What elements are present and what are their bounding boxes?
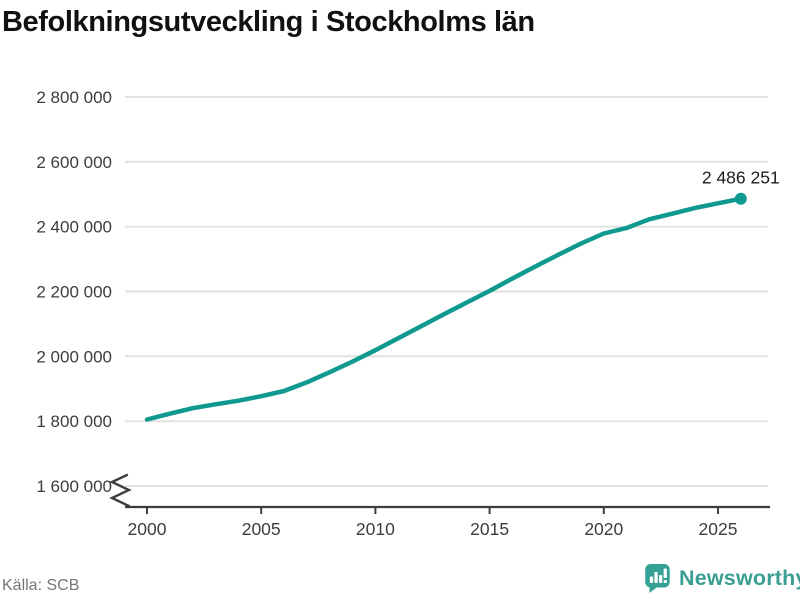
population-line	[144, 196, 744, 422]
y-axis-tick-label: 2 200 000	[36, 283, 112, 302]
y-axis-tick-label: 2 400 000	[36, 218, 112, 237]
x-axis-tick-label: 2010	[356, 519, 395, 539]
newsworthy-wordmark: Newsworthy	[679, 566, 800, 590]
axis-break-icon	[109, 473, 132, 508]
x-axis-tick-label: 2000	[128, 519, 167, 539]
newsworthy-icon	[645, 564, 670, 593]
end-point-dot	[734, 192, 747, 205]
newsworthy-logo[interactable]: Newsworthy	[644, 563, 800, 594]
x-axis-tick-label: 2020	[584, 519, 623, 539]
x-axis-tick-label: 2005	[242, 519, 281, 539]
y-axis-tick-label: 2 600 000	[36, 153, 112, 172]
x-axis-tick-label: 2025	[699, 519, 738, 539]
y-axis-tick-label: 1 600 000	[36, 477, 112, 496]
x-axis-tick-label: 2015	[470, 519, 509, 539]
source-label: Källa: SCB	[2, 577, 80, 594]
y-axis-tick-label: 2 000 000	[36, 347, 112, 366]
chart-title: Befolkningsutveckling i Stockholms län	[2, 6, 535, 38]
end-value-label: 2 486 251	[702, 168, 780, 188]
y-axis-tick-label: 1 800 000	[36, 412, 112, 431]
population-line-chart: 1 600 000 1 800 000 2 000 000 2 200 000 2 40…	[36, 88, 780, 539]
y-axis-tick-label: 2 800 000	[36, 88, 112, 107]
